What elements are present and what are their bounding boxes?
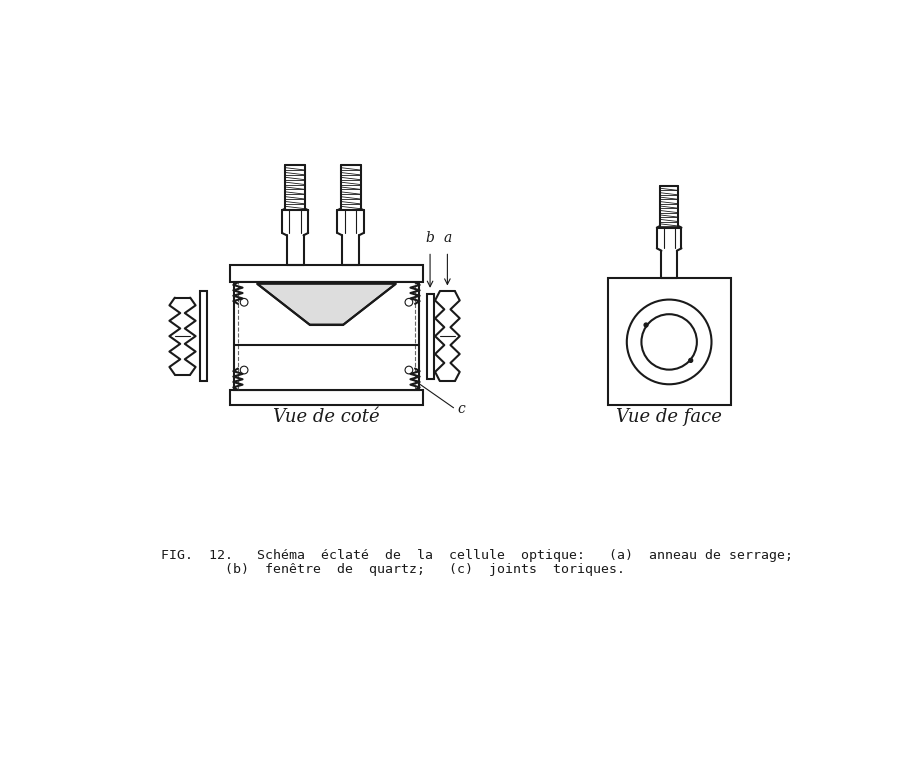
- Text: Vue de face: Vue de face: [616, 409, 722, 427]
- Text: c: c: [457, 402, 465, 417]
- Text: a: a: [444, 232, 452, 245]
- Circle shape: [688, 359, 693, 363]
- Circle shape: [644, 323, 648, 327]
- Polygon shape: [257, 284, 396, 324]
- Bar: [200, 292, 207, 381]
- Bar: [234, 282, 418, 390]
- Text: Vue de coté: Vue de coté: [274, 409, 380, 427]
- Bar: [608, 278, 731, 406]
- Bar: [427, 294, 434, 378]
- Text: (b)  fenêtre  de  quartz;   (c)  joints  toriques.: (b) fenêtre de quartz; (c) joints toriqu…: [161, 562, 625, 576]
- Bar: [230, 390, 423, 406]
- Text: FIG.  12.   Schéma  éclaté  de  la  cellule  optique:   (a)  anneau de serrage;: FIG. 12. Schéma éclaté de la cellule opt…: [161, 549, 793, 562]
- Bar: [230, 265, 423, 282]
- Text: b: b: [426, 232, 435, 245]
